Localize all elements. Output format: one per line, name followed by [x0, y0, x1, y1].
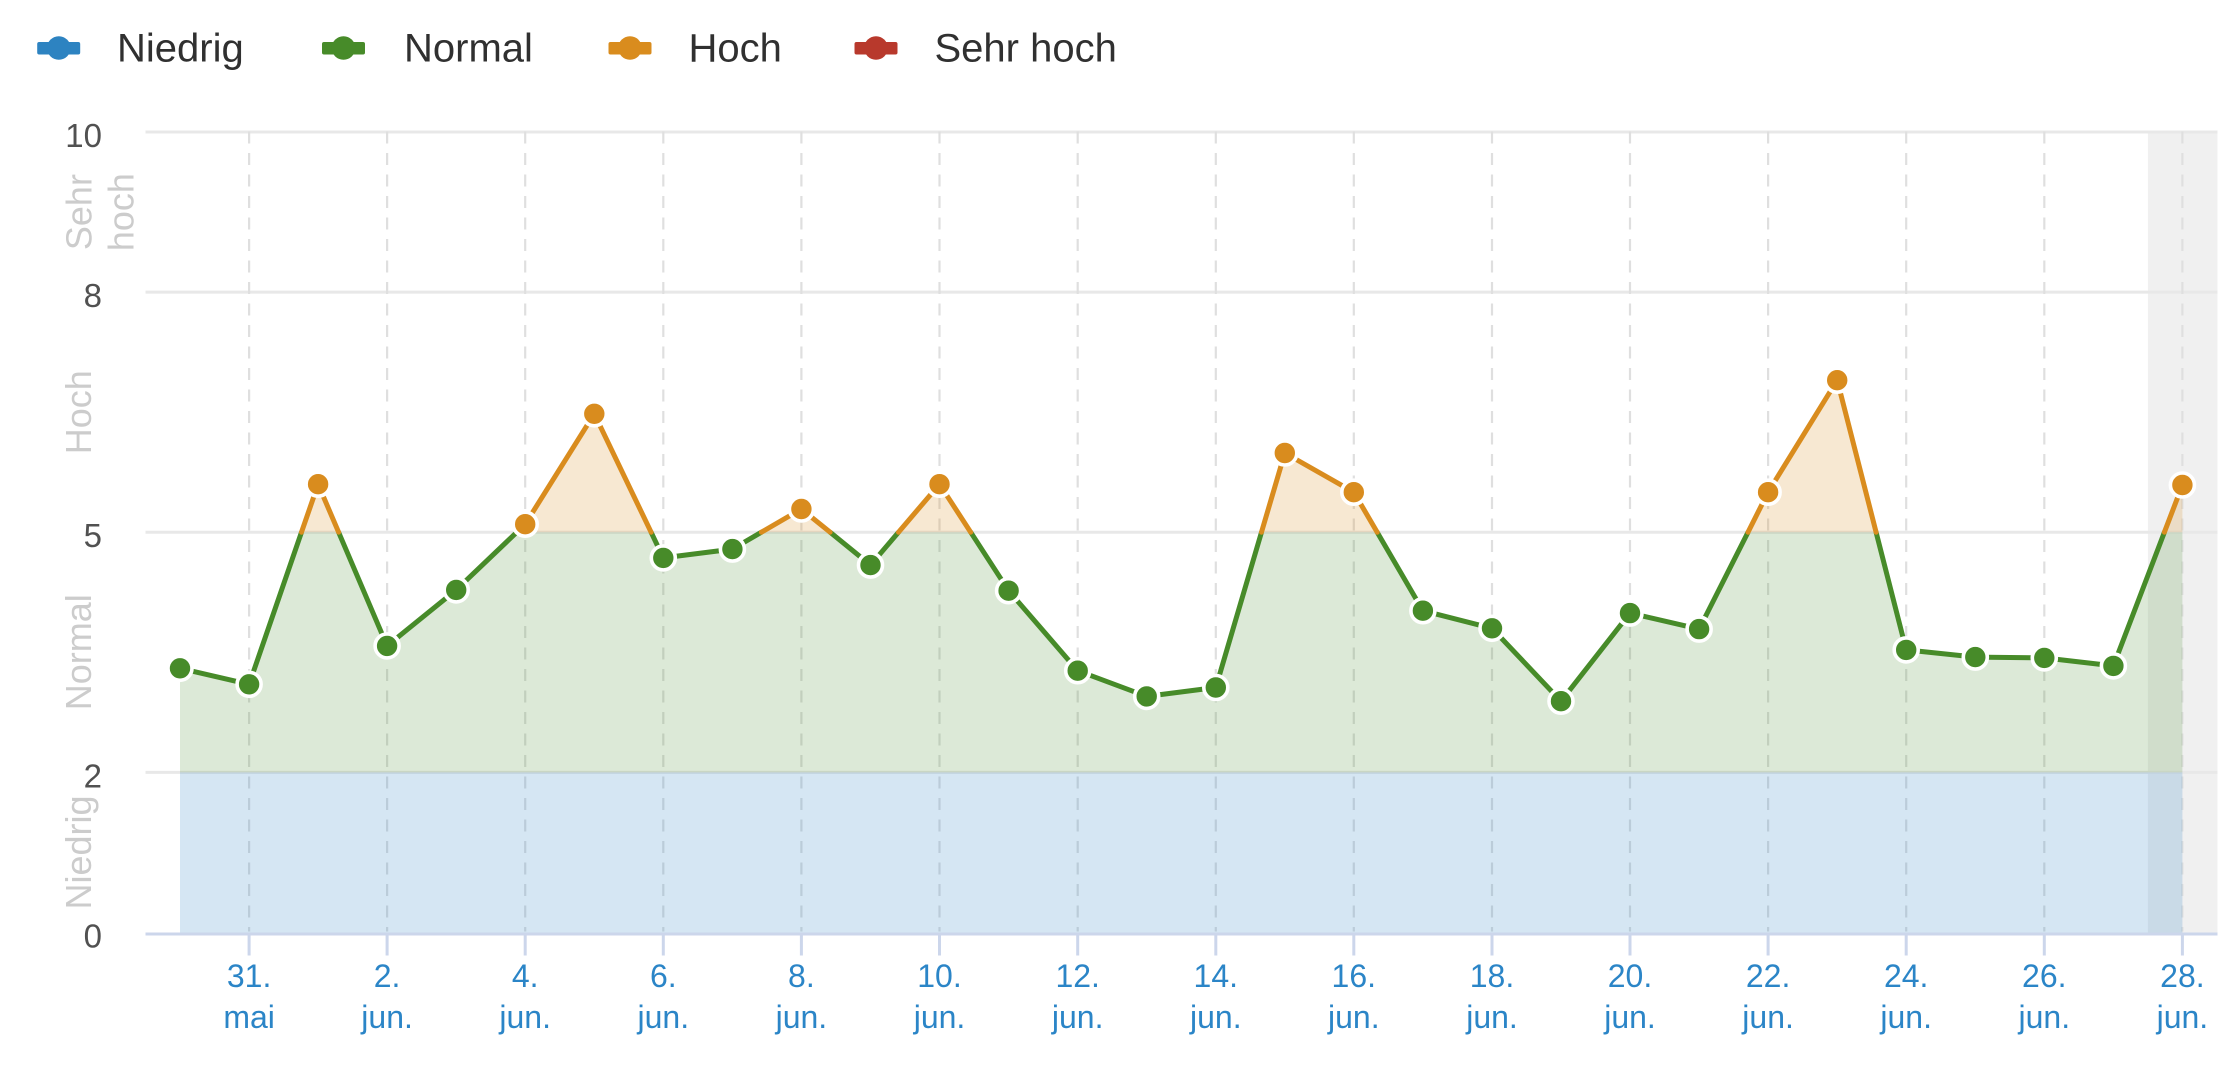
svg-text:jun.: jun. [637, 999, 690, 1035]
svg-text:28.: 28. [2160, 958, 2204, 994]
svg-text:26.: 26. [2022, 958, 2066, 994]
svg-text:8.: 8. [788, 958, 815, 994]
svg-text:jun.: jun. [1189, 999, 1242, 1035]
svg-text:5: 5 [84, 517, 102, 554]
svg-text:31.: 31. [227, 958, 271, 994]
svg-text:jun.: jun. [2018, 999, 2071, 1035]
svg-text:18.: 18. [1470, 958, 1514, 994]
svg-text:Normal: Normal [404, 27, 533, 71]
svg-text:10.: 10. [917, 958, 961, 994]
svg-text:Sehr: Sehr [59, 174, 100, 250]
svg-text:2.: 2. [374, 958, 401, 994]
svg-text:jun.: jun. [1879, 999, 1932, 1035]
svg-text:22.: 22. [1746, 958, 1790, 994]
svg-text:Hoch: Hoch [58, 370, 99, 454]
svg-text:jun.: jun. [1465, 999, 1518, 1035]
svg-text:14.: 14. [1194, 958, 1238, 994]
svg-text:16.: 16. [1332, 958, 1376, 994]
svg-text:jun.: jun. [1051, 999, 1104, 1035]
svg-text:24.: 24. [1884, 958, 1928, 994]
svg-text:6.: 6. [650, 958, 677, 994]
svg-text:jun.: jun. [775, 999, 828, 1035]
svg-text:0: 0 [84, 918, 102, 955]
svg-text:jun.: jun. [1603, 999, 1656, 1035]
svg-text:Niedrig: Niedrig [117, 27, 244, 71]
svg-text:4.: 4. [512, 958, 539, 994]
svg-text:jun.: jun. [1327, 999, 1380, 1035]
svg-text:Normal: Normal [58, 594, 99, 710]
svg-text:hoch: hoch [101, 173, 142, 251]
svg-text:jun.: jun. [1741, 999, 1794, 1035]
svg-text:Sehr hoch: Sehr hoch [935, 27, 1117, 71]
svg-text:jun.: jun. [360, 999, 413, 1035]
svg-text:jun.: jun. [498, 999, 551, 1035]
svg-text:10: 10 [65, 117, 102, 154]
svg-text:2: 2 [84, 757, 102, 794]
svg-text:20.: 20. [1608, 958, 1652, 994]
svg-text:8: 8 [84, 277, 102, 314]
svg-text:12.: 12. [1055, 958, 1099, 994]
svg-text:jun.: jun. [913, 999, 966, 1035]
svg-text:Hoch: Hoch [689, 27, 782, 71]
svg-text:jun.: jun. [2156, 999, 2209, 1035]
svg-text:mai: mai [223, 999, 275, 1035]
svg-text:Niedrig: Niedrig [58, 795, 99, 909]
